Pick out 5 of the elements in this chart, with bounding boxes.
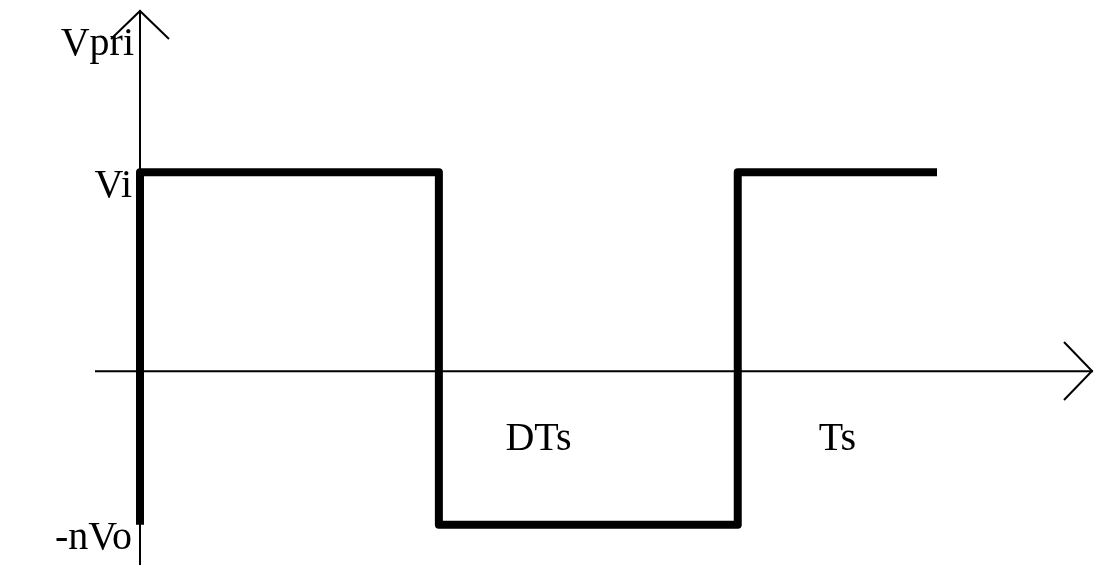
- annotation: -nVo: [54, 513, 132, 559]
- x-tick-label: Ts: [818, 413, 856, 459]
- x-tick-label: DTs: [505, 413, 572, 459]
- annotation: Vi: [94, 160, 132, 206]
- y-axis-title: Vpri: [60, 19, 134, 64]
